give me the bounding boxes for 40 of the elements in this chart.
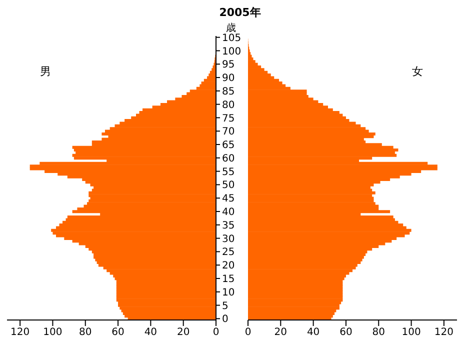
x-tick-label: 0 — [244, 327, 252, 338]
y-tick-label: 10 — [222, 287, 235, 298]
y-tick-label: 5 — [222, 300, 228, 312]
y-axis-title: 歳 — [226, 22, 236, 34]
y-tick-label: 65 — [222, 140, 235, 152]
y-tick-label: 0 — [222, 314, 228, 326]
x-tick-label: 20 — [274, 327, 288, 338]
y-tick-label: 20 — [222, 260, 235, 272]
y-tick-label: 55 — [222, 166, 235, 178]
x-tick-label: 20 — [176, 327, 190, 338]
y-tick-label: 50 — [222, 180, 235, 192]
x-tick-label: 100 — [402, 327, 421, 338]
y-tick-label: 80 — [222, 100, 235, 111]
text: 2005年 — [218, 5, 262, 20]
x-tick-label: 80 — [79, 327, 92, 338]
y-tick-label: 75 — [222, 113, 235, 124]
x-tick-label: 120 — [434, 327, 454, 338]
y-tick-label: 85 — [222, 86, 235, 98]
y-tick-label: 60 — [222, 153, 235, 164]
y-tick-label: 90 — [222, 73, 235, 84]
x-tick-label: 40 — [144, 327, 158, 338]
y-tick-label: 105 — [222, 32, 242, 44]
x-tick-label: 80 — [372, 327, 385, 338]
y-tick-label: 100 — [222, 46, 242, 58]
x-tick-label: 40 — [306, 327, 320, 338]
y-tick-label: 30 — [222, 234, 235, 245]
x-tick-label: 100 — [43, 327, 62, 338]
y-tick-label: 40 — [222, 207, 235, 218]
y-tick-label: 15 — [222, 274, 235, 286]
y-tick-label: 95 — [222, 60, 235, 71]
x-tick-label: 60 — [112, 327, 124, 338]
y-tick-label: 35 — [222, 220, 235, 232]
annotation: 女 — [412, 64, 423, 79]
y-tick-label: 45 — [222, 194, 235, 205]
annotation: 男 — [40, 64, 51, 79]
y-tick-label: 70 — [222, 126, 235, 138]
x-tick-label: 0 — [212, 327, 220, 338]
x-tick-label: 60 — [340, 327, 352, 338]
y-tick-label: 25 — [222, 247, 235, 258]
x-tick-label: 120 — [10, 327, 30, 338]
